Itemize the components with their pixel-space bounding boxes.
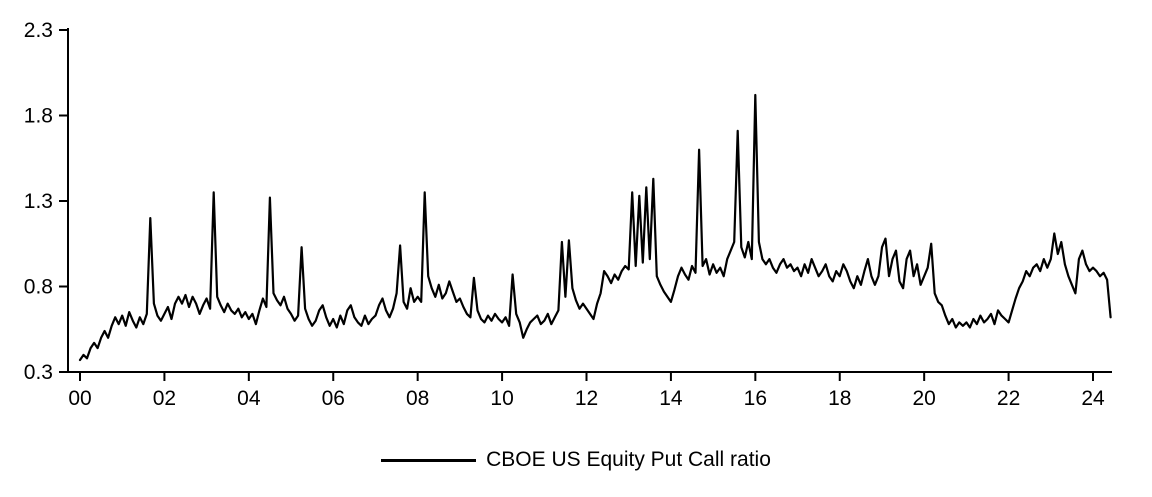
x-tick-label: 00 bbox=[68, 387, 91, 410]
x-tick-label: 04 bbox=[237, 387, 261, 410]
x-tick-label: 16 bbox=[744, 387, 767, 410]
x-tick-label: 08 bbox=[406, 387, 429, 410]
x-tick-label: 20 bbox=[912, 387, 935, 410]
x-tick-label: 14 bbox=[659, 387, 683, 410]
x-tick-label: 12 bbox=[575, 387, 598, 410]
chart-legend: CBOE US Equity Put Call ratio bbox=[0, 448, 1152, 472]
y-tick-label: 0.3 bbox=[24, 361, 53, 384]
series-line bbox=[78, 93, 1112, 362]
y-tick-label: 2.3 bbox=[24, 19, 53, 42]
y-tick-label: 0.8 bbox=[24, 276, 53, 299]
legend-line-swatch bbox=[381, 458, 477, 462]
x-tick-label: 06 bbox=[322, 387, 345, 410]
x-tick-label: 24 bbox=[1081, 387, 1105, 410]
x-tick-label: 10 bbox=[490, 387, 513, 410]
x-tick-label: 22 bbox=[997, 387, 1020, 410]
x-tick-label: 02 bbox=[153, 387, 176, 410]
y-tick-label: 1.3 bbox=[24, 190, 53, 213]
y-tick-label: 1.8 bbox=[24, 105, 53, 128]
x-tick-label: 18 bbox=[828, 387, 851, 410]
line-chart-canvas: 0.3 0.8 1.3 1.8 2.3 00 02 04 06 08 10 12 14 16 18 20 22 2… bbox=[24, 19, 1112, 410]
legend-label: CBOE US Equity Put Call ratio bbox=[486, 448, 771, 471]
